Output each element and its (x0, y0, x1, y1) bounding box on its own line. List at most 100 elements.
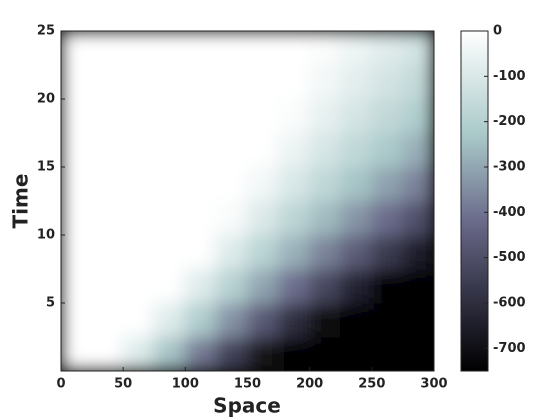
heatmap-cell (61, 166, 93, 202)
x-tick-label: 200 (296, 377, 323, 392)
heatmap-cell (402, 200, 434, 236)
colorbar-tick-label: 0 (493, 24, 502, 39)
heatmap-cell (402, 336, 434, 371)
heatmap-cell (309, 200, 342, 236)
heatmap-cell (215, 98, 248, 134)
heatmap-cell (122, 268, 155, 304)
heatmap-cell (122, 31, 155, 66)
heatmap-cell (340, 132, 373, 168)
heatmap-cell (122, 64, 155, 100)
heatmap-cell (247, 64, 280, 100)
heatmap-cell (61, 132, 93, 168)
heatmap-cell (91, 132, 124, 168)
y-tick-label: 5 (46, 296, 55, 311)
heatmap-cell (278, 98, 311, 134)
heatmap-cell (309, 234, 342, 270)
colorbar-tick-label: -200 (493, 114, 526, 129)
heatmap-cell (122, 166, 155, 202)
x-tick-label: 50 (114, 377, 132, 392)
heatmap-cell (184, 268, 217, 304)
heatmap-cell (215, 302, 248, 338)
heatmap-cell (371, 64, 404, 100)
heatmap-cell (184, 31, 217, 66)
heatmap-cell (215, 64, 248, 100)
heatmap-cell (184, 166, 217, 202)
heatmap-cell (371, 31, 404, 66)
colorbar-tick-label: -700 (493, 341, 526, 356)
heatmap-cell (340, 302, 373, 338)
colorbar-tick-label: -400 (493, 205, 526, 220)
heatmap-cell (61, 98, 93, 134)
heatmap-cell (309, 98, 342, 134)
x-tick-label: 250 (358, 377, 385, 392)
heatmap-cell (371, 234, 404, 270)
heatmap (61, 31, 434, 371)
heatmap-cell (247, 98, 280, 134)
heatmap-cell (309, 302, 342, 338)
heatmap-cell (309, 31, 342, 66)
heatmap-cell (215, 31, 248, 66)
x-tick-label: 0 (56, 377, 65, 392)
heatmap-cell (215, 132, 248, 168)
heatmap-cell (340, 64, 373, 100)
colorbar-tick-label: -600 (493, 296, 526, 311)
y-tick-label: 25 (37, 24, 55, 39)
heatmap-cell (215, 336, 248, 371)
heatmap-cell (122, 98, 155, 134)
heatmap-cell (153, 64, 186, 100)
heatmap-cell (184, 302, 217, 338)
heatmap-cell (340, 166, 373, 202)
heatmap-cell (61, 200, 93, 236)
heatmap-cell (371, 336, 404, 371)
heatmap-cell (153, 336, 186, 371)
heatmap-cell (278, 268, 311, 304)
heatmap-cell (153, 166, 186, 202)
heatmap-cell (184, 64, 217, 100)
heatmap-cell (309, 268, 342, 304)
heatmap-cell (402, 234, 434, 270)
heatmap-cell (402, 64, 434, 100)
heatmap-cell (153, 200, 186, 236)
heatmap-cell (278, 64, 311, 100)
heatmap-cell (215, 166, 248, 202)
x-tick-label: 300 (420, 377, 447, 392)
heatmap-cell (61, 268, 93, 304)
heatmap-cell (61, 64, 93, 100)
heatmap-cell (184, 336, 217, 371)
heatmap-cell (278, 336, 311, 371)
y-tick-label: 15 (37, 160, 55, 175)
heatmap-cell (61, 234, 93, 270)
heatmap-cell (340, 234, 373, 270)
heatmap-cell (247, 302, 280, 338)
y-axis-label: Time (9, 174, 33, 229)
heatmap-cell (247, 200, 280, 236)
heatmap-cell (371, 166, 404, 202)
heatmap-cell (122, 234, 155, 270)
heatmap-cell (91, 268, 124, 304)
heatmap-cell (278, 31, 311, 66)
heatmap-cell (153, 98, 186, 134)
heatmap-cell (309, 64, 342, 100)
heatmap-cell (340, 268, 373, 304)
heatmap-cell (122, 132, 155, 168)
heatmap-cell (153, 302, 186, 338)
heatmap-cell (278, 234, 311, 270)
heatmap-cell (278, 200, 311, 236)
heatmap-cell (61, 302, 93, 338)
heatmap-cell (184, 234, 217, 270)
y-tick-label: 20 (37, 92, 55, 107)
heatmap-cell (278, 132, 311, 168)
heatmap-cell (371, 268, 404, 304)
heatmap-cell (371, 98, 404, 134)
heatmap-cell (247, 132, 280, 168)
heatmap-cell (122, 200, 155, 236)
heatmap-cell (91, 31, 124, 66)
colorbar (460, 30, 489, 372)
heatmap-cell (215, 268, 248, 304)
heatmap-cell (91, 200, 124, 236)
heatmap-cell (184, 98, 217, 134)
heatmap-cell (278, 302, 311, 338)
heatmap-cell (309, 166, 342, 202)
colorbar-tick-label: -500 (493, 250, 526, 265)
heatmap-cell (247, 268, 280, 304)
